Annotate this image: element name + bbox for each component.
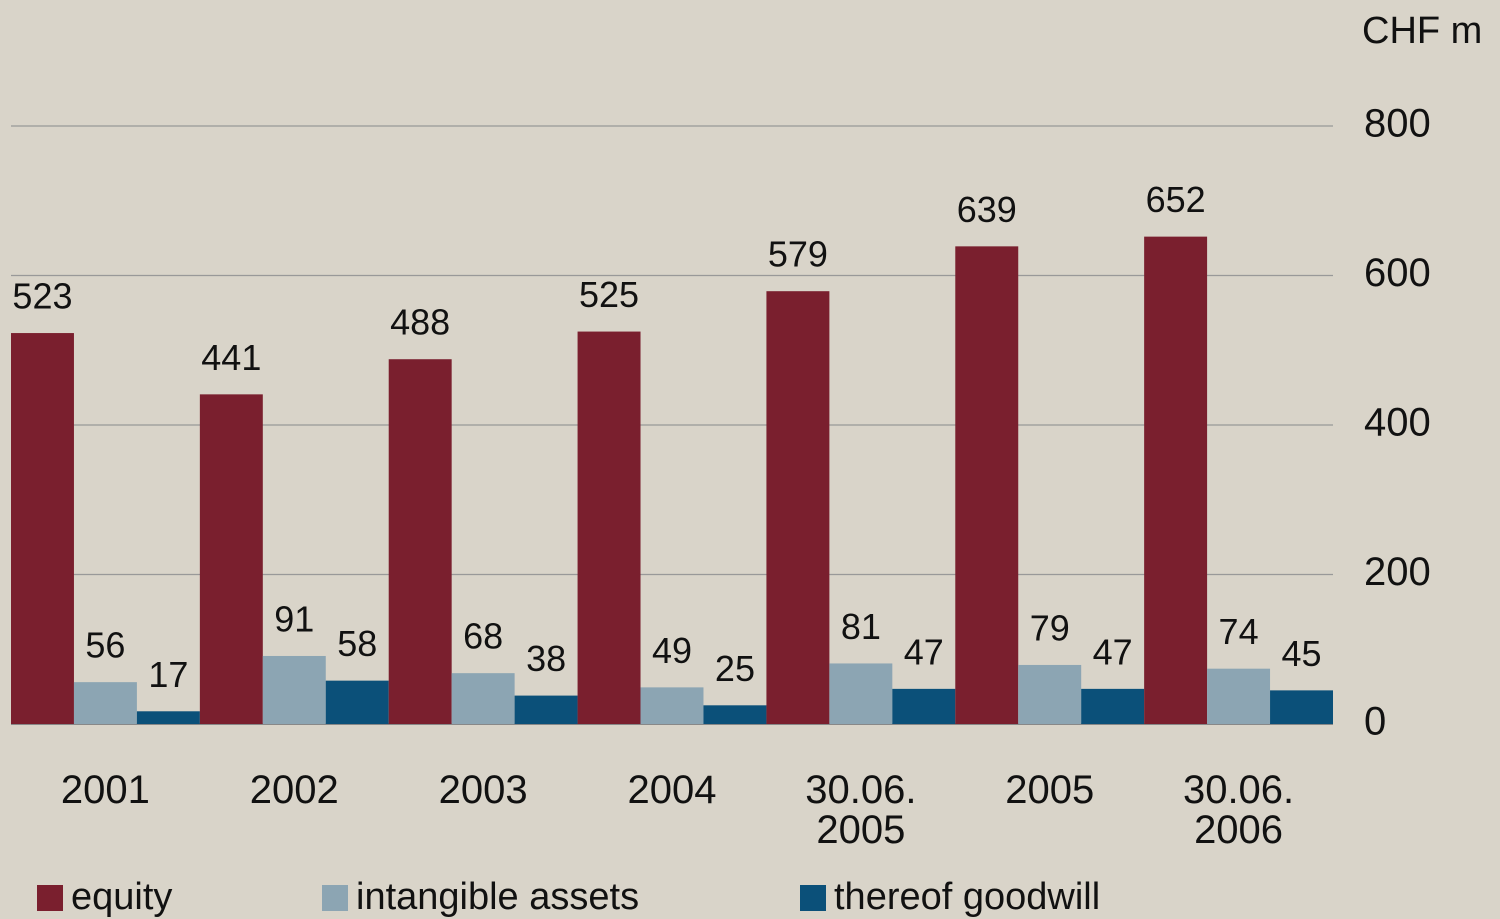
y-tick-label: 0 <box>1364 700 1386 744</box>
bar <box>955 246 1019 724</box>
bar <box>1270 690 1333 724</box>
bar <box>514 695 578 724</box>
bar <box>262 655 326 724</box>
value-label: 579 <box>768 234 828 275</box>
legend-item: equity <box>37 876 172 919</box>
bar <box>703 705 767 724</box>
bar <box>892 688 956 724</box>
bar <box>766 291 830 724</box>
bar <box>388 359 452 724</box>
value-label: 47 <box>1093 631 1133 672</box>
bar <box>136 711 200 724</box>
value-label: 38 <box>526 638 566 679</box>
bar <box>11 333 74 724</box>
x-tick-label: 2003 <box>438 768 528 812</box>
x-tick-label: 2005 <box>1005 768 1095 812</box>
x-tick-label: 30.06. 2005 <box>805 768 917 852</box>
x-tick-label: 2002 <box>249 768 339 812</box>
legend-label: thereof goodwill <box>834 876 1101 918</box>
bar <box>1081 688 1145 724</box>
value-label: 49 <box>652 630 692 671</box>
value-label: 74 <box>1219 611 1259 652</box>
value-label: 56 <box>85 625 125 666</box>
y-axis-label: CHF m <box>1362 10 1482 52</box>
value-label: 652 <box>1146 179 1206 220</box>
legend-label: equity <box>71 876 173 918</box>
bar <box>199 394 263 724</box>
legend-label: intangible assets <box>356 876 640 918</box>
value-label: 58 <box>337 623 377 664</box>
bar <box>577 331 641 724</box>
y-tick-label: 600 <box>1364 251 1431 295</box>
y-tick-label: 200 <box>1364 550 1431 594</box>
value-label: 47 <box>904 631 944 672</box>
bar <box>640 687 704 724</box>
bar <box>1207 668 1271 724</box>
value-label: 525 <box>579 274 639 315</box>
bar <box>451 673 515 724</box>
value-label: 639 <box>957 189 1017 230</box>
value-label: 17 <box>148 654 188 695</box>
value-label: 91 <box>274 598 314 639</box>
bar <box>1144 236 1208 724</box>
value-label: 81 <box>841 606 881 647</box>
y-tick-label: 400 <box>1364 401 1431 445</box>
x-tick-label: 2004 <box>627 768 717 812</box>
legend-item: intangible assets <box>322 876 639 919</box>
legend-swatch <box>800 884 826 911</box>
x-tick-label: 2001 <box>60 768 150 812</box>
legend-swatch <box>322 884 348 911</box>
y-tick-label: 800 <box>1364 102 1431 146</box>
value-label: 441 <box>201 337 261 378</box>
bar <box>829 663 893 724</box>
legend-item: thereof goodwill <box>800 876 1100 919</box>
value-label: 68 <box>463 616 503 657</box>
value-label: 79 <box>1030 607 1070 648</box>
bar <box>1018 664 1082 724</box>
bar <box>325 680 389 724</box>
x-tick-label: 30.06. 2006 <box>1182 768 1295 852</box>
value-label: 25 <box>715 648 755 689</box>
value-label: 45 <box>1282 633 1322 674</box>
value-label: 488 <box>390 302 450 343</box>
bar <box>73 682 137 724</box>
value-label: 523 <box>12 276 72 317</box>
legend-swatch <box>37 884 63 911</box>
